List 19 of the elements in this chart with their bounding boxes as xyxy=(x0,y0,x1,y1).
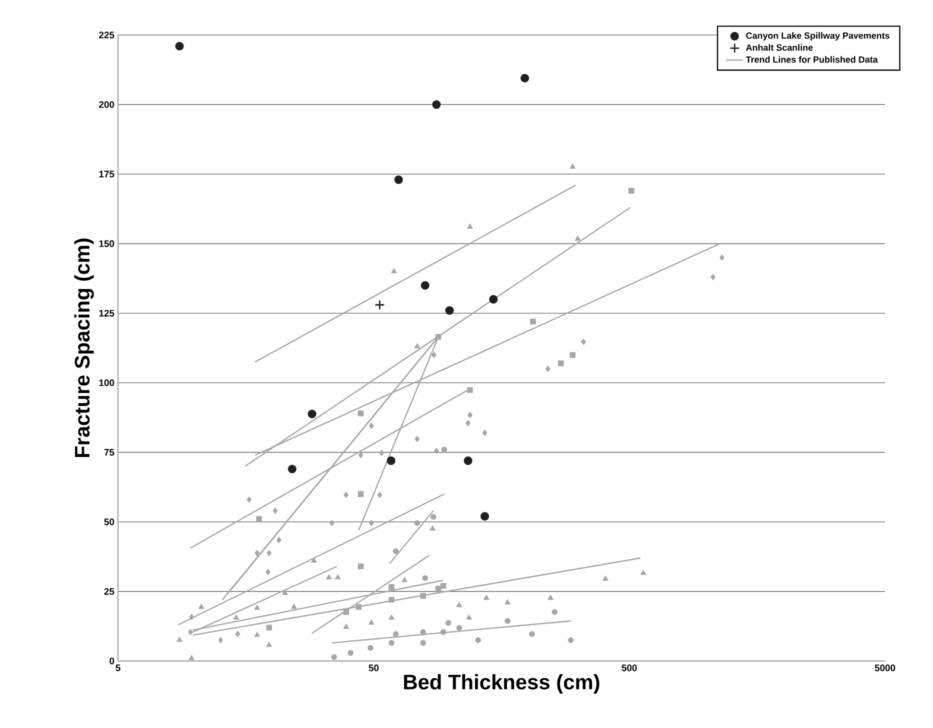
y-tick-label: 100 xyxy=(99,379,114,386)
y-tick-label: 200 xyxy=(99,101,114,108)
x-tick-label: 500 xyxy=(622,664,637,672)
legend-label: Canyon Lake Spillway Pavements xyxy=(746,32,890,41)
y-tick-label: 0 xyxy=(110,658,114,664)
y-tick-label: 125 xyxy=(99,310,114,317)
y-axis-title: Fracture Spacing (cm) xyxy=(74,238,94,458)
y-tick-label: 75 xyxy=(104,449,114,456)
y-tick-label: 50 xyxy=(104,518,114,526)
x-tick-label: 5000 xyxy=(874,664,896,672)
y-tick-label: 225 xyxy=(99,32,114,38)
y-tick-label: 150 xyxy=(99,240,114,248)
legend-label: Trend Lines for Published Data xyxy=(746,56,878,63)
x-axis-title: Bed Thickness (cm) xyxy=(404,674,600,694)
x-tick-label: 50 xyxy=(368,664,379,672)
y-tick-label: 25 xyxy=(104,588,114,595)
legend-label: Anhalt Scanline xyxy=(746,44,813,51)
x-tick-label: 5 xyxy=(116,664,120,672)
y-tick-label: 175 xyxy=(99,170,114,178)
